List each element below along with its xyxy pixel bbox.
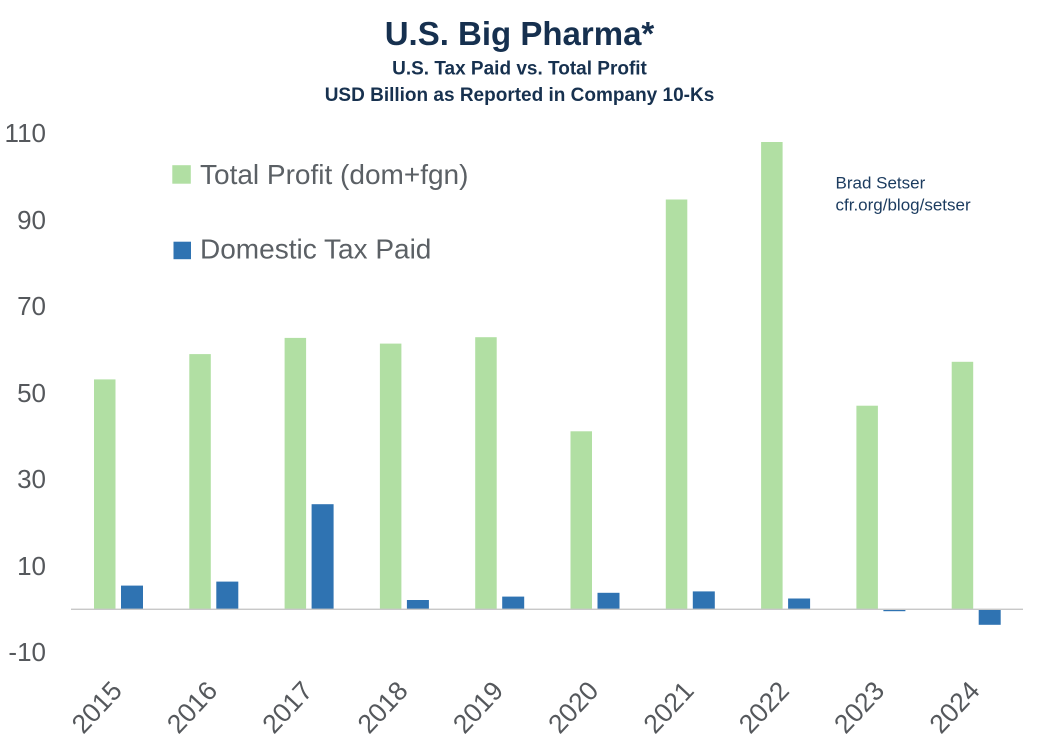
svg-text:30: 30 (17, 464, 46, 494)
svg-text:10: 10 (17, 551, 46, 581)
svg-text:cfr.org/blog/setser: cfr.org/blog/setser (836, 196, 971, 215)
svg-text:U.S. Tax Paid vs. Total Profit: U.S. Tax Paid vs. Total Profit (392, 59, 647, 80)
svg-text:50: 50 (17, 378, 46, 408)
svg-text:USD Billion as Reported in Com: USD Billion as Reported in Company 10-Ks (325, 85, 715, 106)
svg-text:Total Profit (dom+fgn): Total Profit (dom+fgn) (200, 159, 468, 190)
svg-text:Brad Setser: Brad Setser (836, 174, 926, 193)
svg-text:70: 70 (17, 291, 46, 321)
svg-text:U.S. Big Pharma*: U.S. Big Pharma* (385, 15, 655, 52)
svg-text:Domestic Tax Paid: Domestic Tax Paid (200, 234, 431, 265)
svg-text:110: 110 (5, 118, 46, 148)
svg-text:90: 90 (17, 205, 46, 235)
svg-text:-10: -10 (8, 637, 46, 667)
